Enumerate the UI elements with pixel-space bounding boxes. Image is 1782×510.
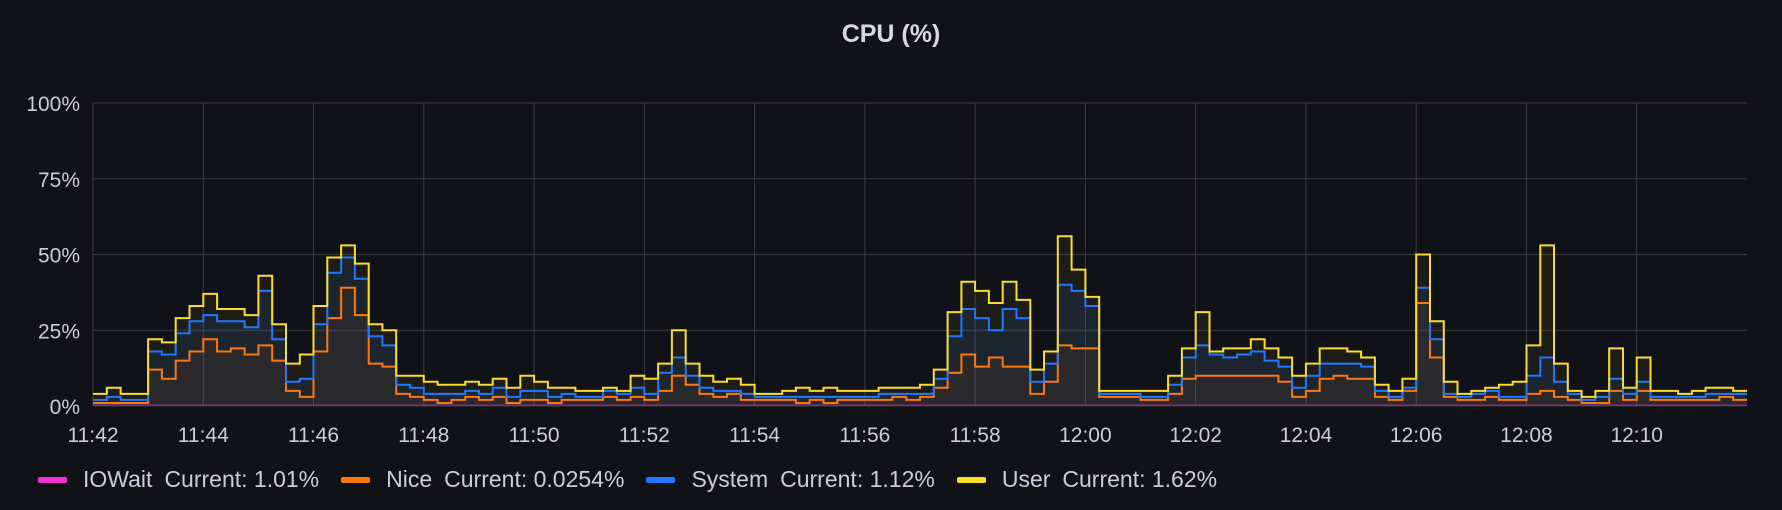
x-tick-label: 11:50 [509,424,560,447]
x-tick-label: 12:04 [1280,424,1333,447]
x-tick-label: 12:08 [1500,424,1553,447]
user-swatch [956,476,986,483]
legend-item-system[interactable]: System Current: 1.12% [646,466,935,493]
x-tick-label: 11:52 [619,424,670,447]
x-tick-label: 11:46 [288,424,339,447]
legend: IOWait Current: 1.01% Nice Current: 0.02… [38,466,1239,493]
y-tick-label: 0% [50,396,80,419]
series-area-s [93,257,1747,406]
x-tick-label: 11:44 [178,424,229,447]
x-tick-label: 12:10 [1610,424,1663,447]
x-tick-label: 11:48 [398,424,449,447]
x-tick-label: 12:02 [1169,424,1222,447]
x-tick-label: 11:42 [68,424,119,447]
x-tick-label: 12:06 [1390,424,1443,447]
panel-title[interactable]: CPU (%) [841,20,941,48]
legend-label: Nice [386,466,433,492]
x-tick-label: 11:56 [839,424,890,447]
y-tick-label: 100% [26,93,80,116]
legend-item-nice[interactable]: Nice Current: 0.0254% [341,466,624,493]
legend-current-value: Current: 1.62% [1062,466,1218,492]
legend-current-value: Current: 0.0254% [444,466,625,492]
legend-label: System [691,466,769,492]
system-swatch [646,476,676,483]
y-tick-label: 75% [38,169,80,192]
legend-item-iowait[interactable]: IOWait Current: 1.01% [38,466,319,493]
x-tick-label: 12:00 [1059,424,1112,447]
user-line [93,235,1747,398]
legend-item-user[interactable]: User Current: 1.62% [956,466,1218,493]
legend-label: IOWait [83,466,153,492]
y-tick-label: 25% [38,320,80,343]
y-tick-label: 50% [38,245,80,268]
legend-label: User [1001,466,1051,492]
x-tick-label: 11:54 [729,424,780,447]
x-tick-label: 11:58 [950,424,1001,447]
legend-current-value: Current: 1.01% [164,466,320,492]
nice-swatch [341,476,371,483]
legend-current-value: Current: 1.12% [780,466,935,492]
iowait-swatch [38,476,67,483]
